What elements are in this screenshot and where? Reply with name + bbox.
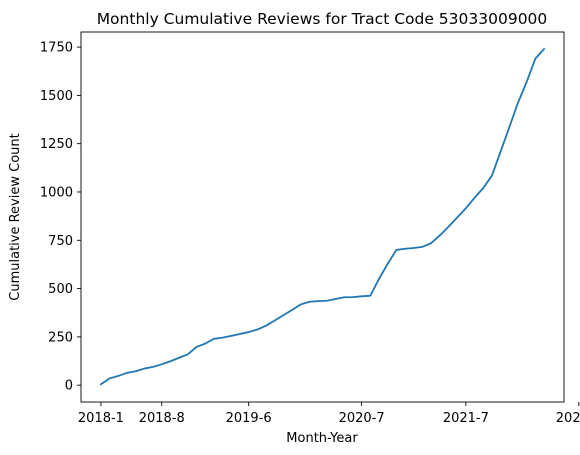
y-tick-label: 0 bbox=[65, 379, 73, 394]
y-tick-label: 1500 bbox=[40, 89, 73, 104]
series-line bbox=[101, 49, 544, 384]
y-axis-label: Cumulative Review Count bbox=[8, 133, 23, 300]
x-tick-label: 2019-6 bbox=[226, 411, 272, 426]
plot-area bbox=[81, 32, 564, 402]
x-axis: 2018-1 2018-8 2019-6 2020-7 2021-7 2022-8 bbox=[78, 402, 580, 426]
y-tick-label: 1250 bbox=[40, 137, 73, 152]
x-tick-label: 2018-8 bbox=[139, 411, 185, 426]
x-axis-label: Month-Year bbox=[286, 431, 358, 446]
y-tick-label: 1000 bbox=[40, 185, 73, 200]
y-tick-label: 500 bbox=[48, 282, 73, 297]
y-tick-label: 750 bbox=[48, 234, 73, 249]
y-axis: 0 250 500 750 1000 1250 1500 1750 bbox=[40, 41, 81, 394]
x-tick-label: 2020-7 bbox=[339, 411, 385, 426]
chart-title: Monthly Cumulative Reviews for Tract Cod… bbox=[97, 10, 548, 28]
x-tick-label: 2022-8 bbox=[556, 411, 580, 426]
y-tick-label: 250 bbox=[48, 330, 73, 345]
y-tick-label: 1750 bbox=[40, 41, 73, 56]
x-tick-label: 2021-7 bbox=[443, 411, 489, 426]
plot-frame bbox=[81, 32, 564, 402]
x-tick-label: 2018-1 bbox=[78, 411, 124, 426]
